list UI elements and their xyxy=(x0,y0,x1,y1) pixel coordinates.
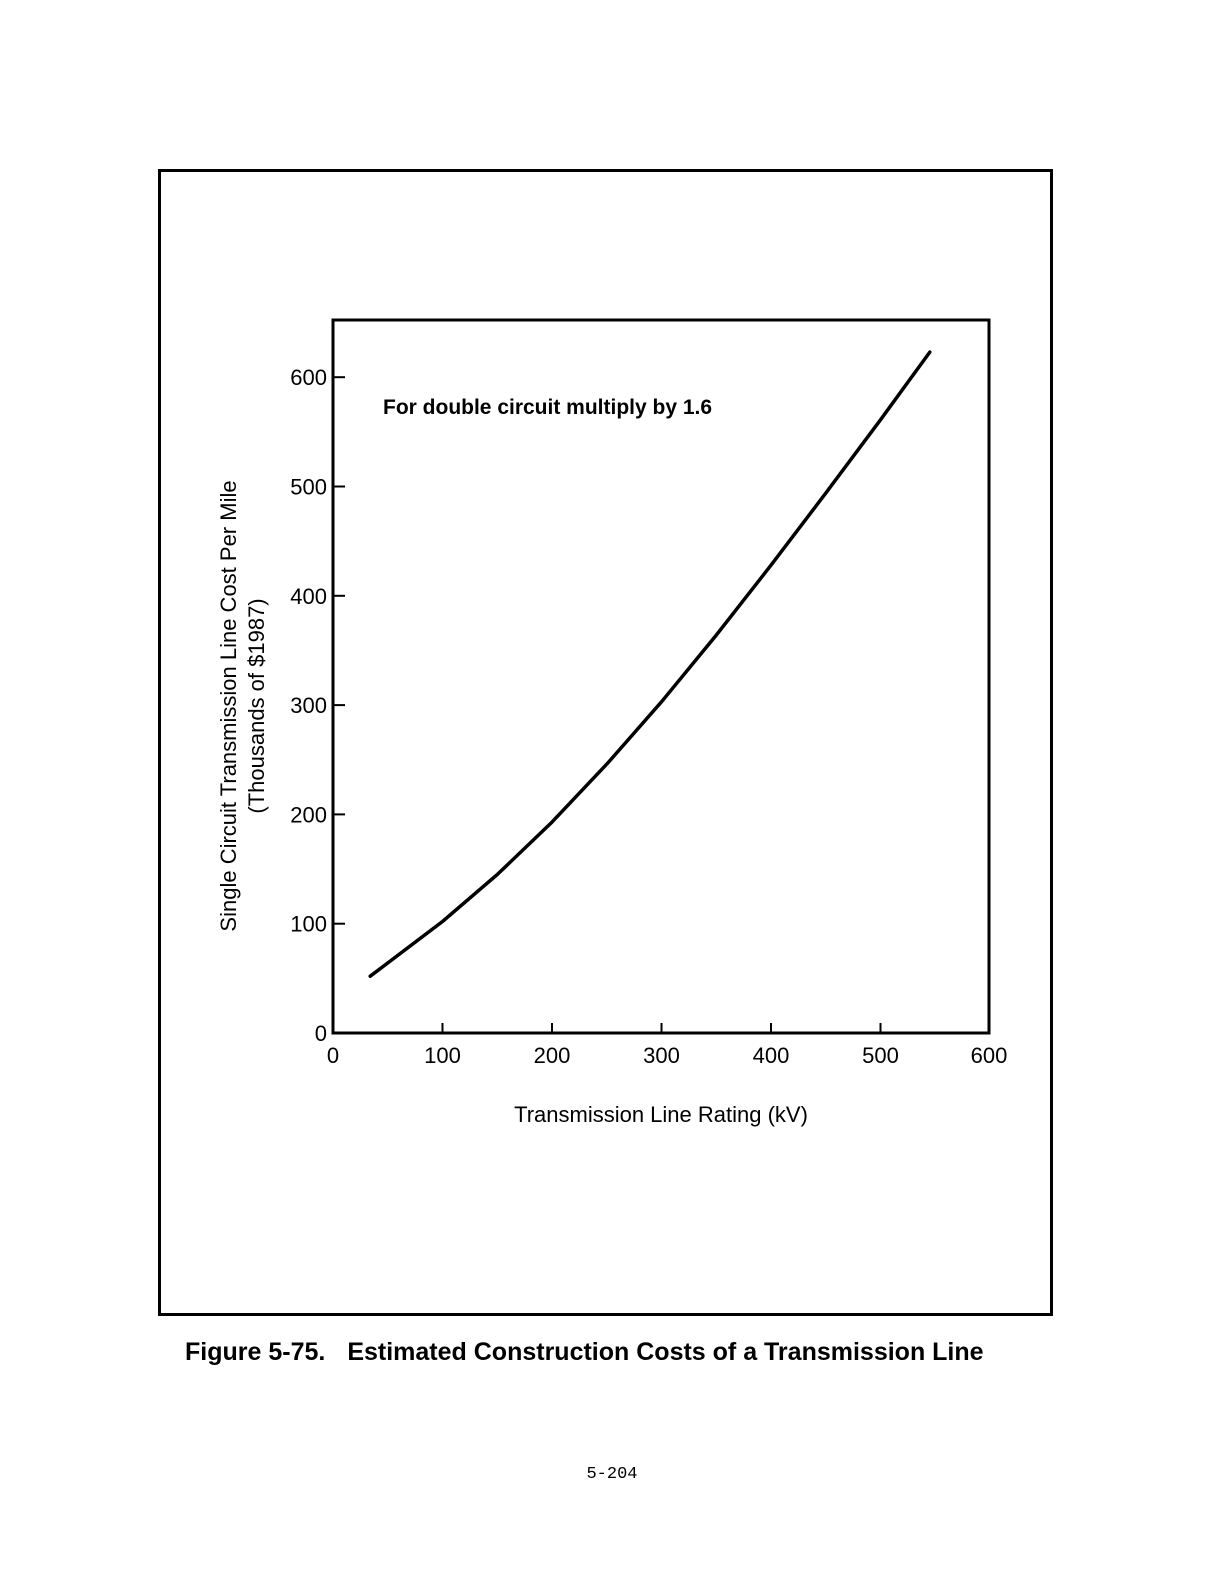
x-axis-title: Transmission Line Rating (kV) xyxy=(514,1102,808,1127)
x-tick-label: 300 xyxy=(643,1043,680,1068)
figure-caption: Figure 5-75. Estimated Construction Costs… xyxy=(185,1338,1085,1367)
y-tick-label: 400 xyxy=(290,584,327,609)
x-tick-label: 600 xyxy=(971,1043,1008,1068)
x-tick-label: 200 xyxy=(534,1043,571,1068)
y-tick-label: 600 xyxy=(290,365,327,390)
y-tick-label: 100 xyxy=(290,912,327,937)
y-tick-label: 0 xyxy=(315,1021,327,1046)
x-tick-label: 0 xyxy=(327,1043,339,1068)
y-tick-label: 200 xyxy=(290,802,327,827)
x-tick-label: 400 xyxy=(753,1043,790,1068)
figure-title: Estimated Construction Costs of a Transm… xyxy=(347,1338,984,1366)
plot-layer: 0 100 200 300 400 500 600 0 100 200 300 400 500 600 Tr… xyxy=(216,318,1008,1127)
y-axis-subtitle: (Thousands of $1987) xyxy=(244,598,269,813)
figure-frame xyxy=(158,169,1053,1316)
x-tick-label: 500 xyxy=(862,1043,899,1068)
series-line xyxy=(368,350,932,978)
y-axis-title: Single Circuit Transmission Line Cost Pe… xyxy=(216,480,241,931)
page-number: 5-204 xyxy=(586,1465,638,1484)
y-tick-label: 500 xyxy=(290,475,327,500)
plot-border xyxy=(331,318,991,1035)
chart-annotation: For double circuit multiply by 1.6 xyxy=(383,396,712,419)
y-tick-label: 300 xyxy=(290,693,327,718)
figure-number: Figure 5-75. xyxy=(185,1338,326,1366)
x-tick-label: 100 xyxy=(424,1043,461,1068)
